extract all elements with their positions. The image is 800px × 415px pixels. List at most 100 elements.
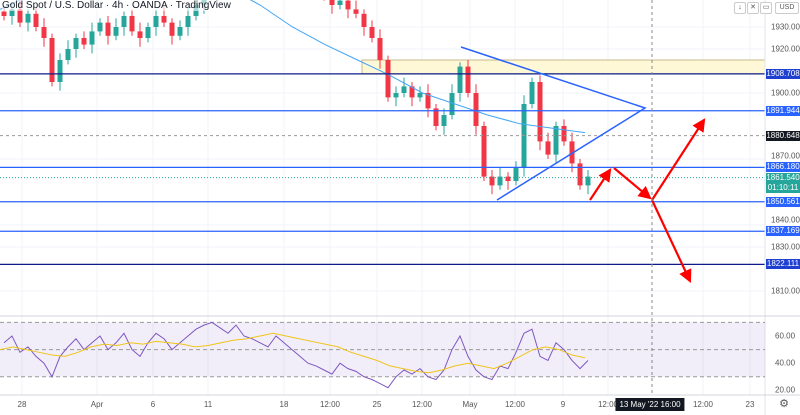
price-axis-label: 1840.000 xyxy=(771,215,800,225)
candle xyxy=(401,86,407,93)
settings-gear-icon[interactable]: ⚙ xyxy=(779,398,789,410)
projection-arrow xyxy=(613,167,652,200)
time-axis-label: 23 xyxy=(745,400,755,409)
candle xyxy=(577,163,583,186)
candle xyxy=(473,93,479,126)
time-axis-label: 18 xyxy=(279,400,289,409)
projection-arrow xyxy=(589,168,612,201)
candle xyxy=(393,93,399,98)
current-price-value: 1861.540 xyxy=(766,172,800,182)
candle xyxy=(465,66,471,93)
candle xyxy=(561,126,567,142)
candle xyxy=(81,38,87,45)
download-icon[interactable]: ↓ xyxy=(734,2,746,14)
candle xyxy=(145,27,151,38)
candle xyxy=(353,9,359,14)
candle xyxy=(169,22,175,36)
time-axis-label: May xyxy=(462,400,478,409)
rsi-axis-label: 40.00 xyxy=(775,358,796,368)
chart-title: Gold Spot / U.S. Dollar · 4h · OANDA · T… xyxy=(2,0,231,11)
crosshair-time-label: 13 May '22 16:00 xyxy=(615,398,685,411)
time-axis-label: 12:00 xyxy=(597,400,619,409)
candle xyxy=(433,108,439,126)
time-axis-label: 9 xyxy=(560,400,566,409)
time-axis-label: 28 xyxy=(17,400,27,409)
candle xyxy=(33,13,39,27)
moving-average-line xyxy=(0,0,586,134)
candle xyxy=(113,27,119,36)
rsi-axis-label: 20.00 xyxy=(775,385,796,395)
price-level-tag: 1908.708 xyxy=(766,68,800,79)
candle xyxy=(17,9,23,23)
price-axis-label: 1900.000 xyxy=(771,88,800,98)
candle xyxy=(409,86,415,98)
price-level-tag: 1850.561 xyxy=(766,196,800,207)
price-level-tag: 1866.180 xyxy=(766,162,800,173)
candle xyxy=(481,126,487,177)
candle xyxy=(25,13,31,23)
collapse-icon[interactable]: ✕ xyxy=(747,2,759,14)
price-level-tag: 1822.111 xyxy=(766,259,800,270)
current-price-tag: 1861.540 01:10:11 xyxy=(766,172,800,193)
current-price-value: 01:10:11 xyxy=(767,182,799,192)
candle xyxy=(585,176,591,186)
candle xyxy=(153,16,159,27)
price-level-tag: 1880.648 xyxy=(766,130,800,141)
candle xyxy=(457,66,463,93)
candle xyxy=(369,27,375,38)
price-level-tag: 1891.944 xyxy=(766,105,800,116)
candle xyxy=(545,141,551,155)
candle xyxy=(529,82,535,104)
candle xyxy=(537,82,543,142)
candle xyxy=(161,16,167,23)
price-axis-label: 1870.000 xyxy=(771,151,800,161)
candle xyxy=(177,27,183,36)
candle xyxy=(489,176,495,186)
time-axis-label: 11 xyxy=(203,400,213,409)
time-axis-label: Apr xyxy=(90,400,104,409)
rsi-ma-line xyxy=(0,332,586,374)
candle xyxy=(9,9,15,16)
candle xyxy=(89,31,95,45)
candle xyxy=(569,141,575,164)
candle xyxy=(377,38,383,60)
candle xyxy=(49,38,55,82)
candle xyxy=(121,16,127,27)
candle xyxy=(361,13,367,27)
candle xyxy=(137,31,143,38)
price-level-tag: 1837.169 xyxy=(766,226,800,237)
projection-arrow xyxy=(651,118,706,201)
time-axis-label: 6 xyxy=(150,400,156,409)
candle xyxy=(185,16,191,27)
candle xyxy=(441,115,447,126)
time-axis-label: 12:00 xyxy=(411,400,433,409)
supply-zone xyxy=(361,59,766,75)
price-axis-label: 1830.000 xyxy=(771,242,800,252)
candle xyxy=(57,60,63,82)
candle xyxy=(449,93,455,115)
triangle-pattern xyxy=(460,46,647,201)
rsi-axis-label: 60.00 xyxy=(775,331,796,341)
candle xyxy=(129,16,135,32)
fullscreen-icon[interactable]: ▭ xyxy=(760,2,772,14)
price-axis-label: 1920.000 xyxy=(771,44,800,54)
candle xyxy=(425,93,431,109)
candle xyxy=(505,176,511,181)
candle xyxy=(417,93,423,98)
time-axis-label: 12:00 xyxy=(504,400,526,409)
candle xyxy=(385,60,391,98)
candle xyxy=(73,38,79,49)
candle xyxy=(41,27,47,38)
time-axis-label: 12:00 xyxy=(319,400,341,409)
candle xyxy=(497,176,503,186)
time-axis-label: 25 xyxy=(372,400,382,409)
time-axis-label: 12:00 xyxy=(692,400,714,409)
projection-arrow xyxy=(651,199,692,283)
candle xyxy=(329,0,335,6)
price-axis-label: 1810.000 xyxy=(771,286,800,296)
candle xyxy=(65,49,71,60)
rsi-line xyxy=(3,321,589,389)
price-axis-label: 1930.000 xyxy=(771,22,800,32)
currency-button[interactable]: USD xyxy=(775,2,799,14)
